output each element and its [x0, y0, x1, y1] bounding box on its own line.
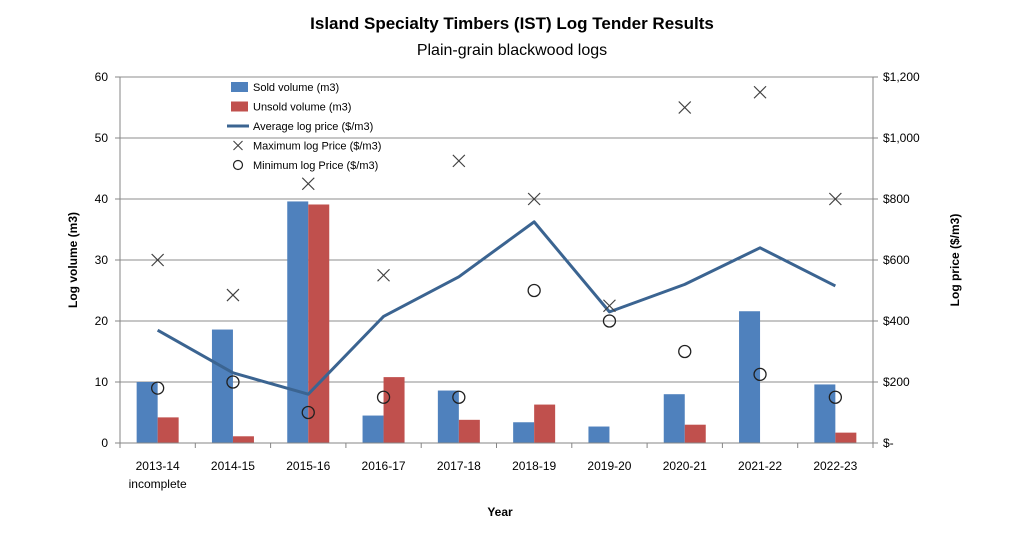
max-price-marker [678, 101, 692, 114]
max-price-marker [753, 85, 767, 99]
legend-label: Average log price ($/m3) [253, 121, 373, 133]
sold-volume-bar [437, 390, 459, 443]
legend-swatch [233, 140, 243, 151]
x-tick-label: 2022-23 [813, 459, 857, 473]
min-price-marker [150, 381, 165, 395]
x-tick-label: 2018-19 [512, 459, 556, 473]
y-axis-label: Log volume (m3) [66, 212, 80, 308]
max-price-marker-stroke [678, 101, 692, 114]
max-price-marker [301, 177, 315, 191]
unsold-volume-bar [383, 377, 405, 443]
legend-swatch [232, 159, 244, 171]
min-price-marker [226, 375, 240, 389]
min-price-marker [301, 405, 315, 420]
y2-tick-label: $1,000 [883, 131, 920, 145]
sold-volume-bar [814, 384, 836, 443]
sold-volume-bar [211, 329, 233, 443]
x-tick-label: incomplete [129, 477, 187, 491]
y2-tick-label: $600 [883, 253, 910, 267]
axes [115, 76, 878, 448]
sold-volume-bar [739, 311, 761, 443]
y-tick-label: 50 [95, 131, 109, 145]
sold-volume-bar [287, 201, 309, 443]
y-tick-label: 10 [95, 375, 109, 389]
legend-label: Sold volume (m3) [253, 82, 339, 94]
min-price-marker [678, 344, 692, 359]
max-price-marker [377, 268, 390, 282]
max-price-marker-stroke [377, 268, 390, 282]
unsold-volume-bar [684, 424, 706, 443]
average-price-line-group [156, 220, 837, 396]
unsold-volume-bar [458, 419, 480, 443]
y-tick-label: 0 [101, 436, 108, 450]
sold-volume-bar [136, 382, 158, 443]
y2-tick-label: $400 [883, 314, 910, 328]
x-tick-label: 2014-15 [211, 459, 255, 473]
y2-tick-label: $800 [883, 192, 910, 206]
average-price-line [156, 220, 837, 396]
min-price-marker [753, 367, 767, 382]
min-price-marker [602, 314, 617, 328]
legend-label: Maximum log Price ($/m3) [253, 141, 381, 153]
max-price-marker-stroke [603, 299, 616, 313]
x-tick-label: 2019-20 [587, 459, 631, 473]
min-price-marker [828, 390, 842, 404]
legend-swatch [231, 101, 248, 112]
y2-tick-label: $200 [883, 375, 910, 389]
max-price-marker-stroke [226, 288, 240, 302]
x-tick-label: 2013-14 [136, 459, 180, 473]
min-price-marker [376, 390, 391, 404]
sold-volume-bar [588, 426, 610, 443]
y2-axis-label: Log price ($/m3) [948, 214, 962, 307]
legend: Sold volume (m3) Unsold volume (m3) Averag… [227, 82, 381, 172]
max-price-marker [527, 192, 541, 206]
legend-label: Unsold volume (m3) [253, 102, 351, 114]
x-tick-label: 2016-17 [362, 459, 406, 473]
y2-tick-label: $1,200 [883, 70, 920, 84]
y-tick-label: 30 [95, 253, 109, 267]
max-price-marker-stroke [753, 85, 767, 99]
max-price-marker [452, 154, 466, 168]
unsold-volume-bar [308, 204, 330, 443]
x-axis-label: Year [487, 505, 513, 519]
min-price-marker [452, 390, 466, 404]
max-price-marker [151, 253, 165, 267]
x-tick-label: 2021-22 [738, 459, 782, 473]
sold-volume-bar [513, 422, 535, 443]
max-price-marker [828, 192, 842, 206]
chart-title: Island Specialty Timbers (IST) Log Tende… [310, 14, 714, 33]
max-price-marker [226, 288, 240, 302]
x-tick-label: 2015-16 [286, 459, 330, 473]
max-price-marker [603, 299, 616, 313]
legend-swatch [231, 82, 248, 92]
max-price-marker-stroke [301, 177, 315, 191]
unsold-volume-bar [232, 436, 254, 443]
max-price-marker-stroke [452, 154, 466, 168]
min-price-marker [527, 283, 541, 298]
unsold-volume-bar [534, 404, 556, 443]
y-tick-label: 20 [95, 314, 109, 328]
max-price-marker-stroke [151, 253, 165, 267]
legend-label: Minimum log Price ($/m3) [253, 160, 378, 172]
sold-volume-bar [663, 394, 685, 443]
price-markers [150, 85, 842, 420]
x-tick-label: 2017-18 [437, 459, 481, 473]
x-tick-label: 2020-21 [663, 459, 707, 473]
chart-subtitle: Plain-grain blackwood logs [417, 42, 607, 59]
sold-volume-bar [362, 415, 384, 443]
tick-labels: 0 10 20 30 40 50 60 $- $200 $400 $600 $800 $1,000 $1,… [95, 70, 920, 491]
max-price-marker-stroke [828, 192, 842, 206]
max-price-marker-stroke [527, 192, 541, 206]
y2-tick-label: $- [883, 436, 894, 450]
y-tick-label: 60 [95, 70, 109, 84]
bars [136, 201, 857, 443]
y-tick-label: 40 [95, 192, 109, 206]
unsold-volume-bar [835, 432, 857, 443]
unsold-volume-bar [157, 417, 179, 443]
